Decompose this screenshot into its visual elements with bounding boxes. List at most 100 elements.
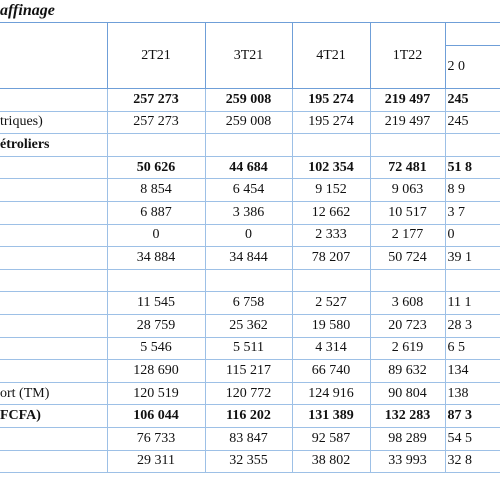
table-cell: 138 bbox=[444, 381, 500, 406]
table-cell: 2 333 bbox=[291, 223, 371, 248]
table-cell: 219 497 bbox=[369, 88, 446, 112]
table-cell: 11 545 bbox=[106, 291, 206, 315]
table-cell: 34 844 bbox=[204, 246, 293, 270]
table-cell: 9 152 bbox=[291, 178, 371, 202]
table-cell bbox=[444, 133, 500, 157]
table-cell: 259 008 bbox=[204, 110, 293, 135]
table-cell: 3 386 bbox=[204, 200, 293, 225]
table-cell bbox=[204, 133, 293, 157]
table-cell: 98 289 bbox=[369, 426, 446, 451]
table-cell: 245 bbox=[444, 110, 500, 135]
table-cell: 245 bbox=[444, 88, 500, 112]
table-cell: 28 3 bbox=[444, 313, 500, 338]
table-cell: 5 511 bbox=[204, 336, 293, 361]
table-row: 5 546 5 511 4 314 2 619 6 5 bbox=[0, 336, 500, 361]
table-cell: 72 481 bbox=[369, 155, 446, 180]
table-cell: 120 772 bbox=[204, 381, 293, 406]
table-cell: 38 802 bbox=[291, 449, 371, 474]
table-cell: 89 632 bbox=[369, 359, 446, 383]
table-cell: 6 5 bbox=[444, 336, 500, 361]
table-cell: 3 7 bbox=[444, 200, 500, 225]
table-cell bbox=[106, 133, 206, 157]
table-cell bbox=[291, 268, 371, 293]
table-cell: 28 759 bbox=[106, 313, 206, 338]
table-cell: 0 bbox=[444, 223, 500, 248]
table-row: 76 733 83 847 92 587 98 289 54 5 bbox=[0, 426, 500, 451]
column-header: 2 0 bbox=[444, 45, 500, 89]
column-header: 1T22 bbox=[369, 22, 446, 89]
row-label: ort (TM) bbox=[0, 381, 108, 406]
row-label bbox=[0, 155, 108, 180]
table-cell: 19 580 bbox=[291, 313, 371, 338]
table-cell: 33 993 bbox=[369, 449, 446, 474]
table-cell: 9 063 bbox=[369, 178, 446, 202]
table-cell bbox=[204, 268, 293, 293]
table-cell: 219 497 bbox=[369, 110, 446, 135]
table-cell: 134 bbox=[444, 359, 500, 383]
table-row: 28 759 25 362 19 580 20 723 28 3 bbox=[0, 313, 500, 338]
row-label bbox=[0, 336, 108, 361]
table-row: 34 884 34 844 78 207 50 724 39 1 bbox=[0, 246, 500, 270]
table-cell: 44 684 bbox=[204, 155, 293, 180]
table-cell: 106 044 bbox=[106, 404, 206, 428]
header-cell bbox=[0, 22, 108, 89]
table-cell: 131 389 bbox=[291, 404, 371, 428]
table-cell: 87 3 bbox=[444, 404, 500, 428]
table-cell: 66 740 bbox=[291, 359, 371, 383]
table-cell: 5 546 bbox=[106, 336, 206, 361]
row-label bbox=[0, 200, 108, 225]
table-cell: 50 626 bbox=[106, 155, 206, 180]
table-cell: 25 362 bbox=[204, 313, 293, 338]
column-header: 3T21 bbox=[204, 22, 293, 89]
table-cell: 32 8 bbox=[444, 449, 500, 474]
table-cell: 20 723 bbox=[369, 313, 446, 338]
table-cell: 34 884 bbox=[106, 246, 206, 270]
row-label bbox=[0, 426, 108, 451]
column-header: 2T21 bbox=[106, 22, 206, 89]
table-cell: 116 202 bbox=[204, 404, 293, 428]
table-cell bbox=[106, 268, 206, 293]
row-label bbox=[0, 449, 108, 474]
table-cell: 128 690 bbox=[106, 359, 206, 383]
table-cell: 10 517 bbox=[369, 200, 446, 225]
table-cell: 6 454 bbox=[204, 178, 293, 202]
row-label bbox=[0, 268, 108, 293]
table-cell: 195 274 bbox=[291, 88, 371, 112]
row-label bbox=[0, 223, 108, 248]
section-title: affinage bbox=[0, 2, 55, 19]
table-row: ort (TM) 120 519 120 772 124 916 90 804 138 bbox=[0, 381, 500, 406]
header-row: 2T21 3T21 4T21 1T22 bbox=[0, 22, 500, 89]
table-cell: 132 283 bbox=[369, 404, 446, 428]
table-cell: 8 9 bbox=[444, 178, 500, 202]
table-cell: 78 207 bbox=[291, 246, 371, 270]
data-table: 2T21 3T21 4T21 1T22 2 0 257 273 259 008 195 27… bbox=[0, 22, 500, 474]
table-row: triques) 257 273 259 008 195 274 219 497 245 bbox=[0, 110, 500, 135]
table-cell: 6 887 bbox=[106, 200, 206, 225]
table-cell: 4 314 bbox=[291, 336, 371, 361]
table-cell: 195 274 bbox=[291, 110, 371, 135]
table-cell: 83 847 bbox=[204, 426, 293, 451]
table-row: 11 545 6 758 2 527 3 608 11 1 bbox=[0, 291, 500, 315]
table-cell: 259 008 bbox=[204, 88, 293, 112]
table-cell: 32 355 bbox=[204, 449, 293, 474]
row-label bbox=[0, 359, 108, 383]
row-label: FCFA) bbox=[0, 404, 108, 428]
table-cell bbox=[291, 133, 371, 157]
table-cell: 39 1 bbox=[444, 246, 500, 270]
table-cell: 115 217 bbox=[204, 359, 293, 383]
table-cell: 0 bbox=[106, 223, 206, 248]
table-cell: 3 608 bbox=[369, 291, 446, 315]
table-cell: 124 916 bbox=[291, 381, 371, 406]
table-cell: 257 273 bbox=[106, 110, 206, 135]
table-row: étroliers bbox=[0, 133, 500, 157]
table-cell: 54 5 bbox=[444, 426, 500, 451]
table-cell bbox=[369, 268, 446, 293]
table-cell: 92 587 bbox=[291, 426, 371, 451]
table-cell: 6 758 bbox=[204, 291, 293, 315]
table-row: 257 273 259 008 195 274 219 497 245 bbox=[0, 88, 500, 112]
table-header: 2T21 3T21 4T21 1T22 2 0 bbox=[0, 22, 500, 89]
table-row: 128 690 115 217 66 740 89 632 134 bbox=[0, 359, 500, 383]
table-row bbox=[0, 268, 500, 293]
table-cell: 0 bbox=[204, 223, 293, 248]
header-row: 2 0 bbox=[0, 45, 500, 89]
